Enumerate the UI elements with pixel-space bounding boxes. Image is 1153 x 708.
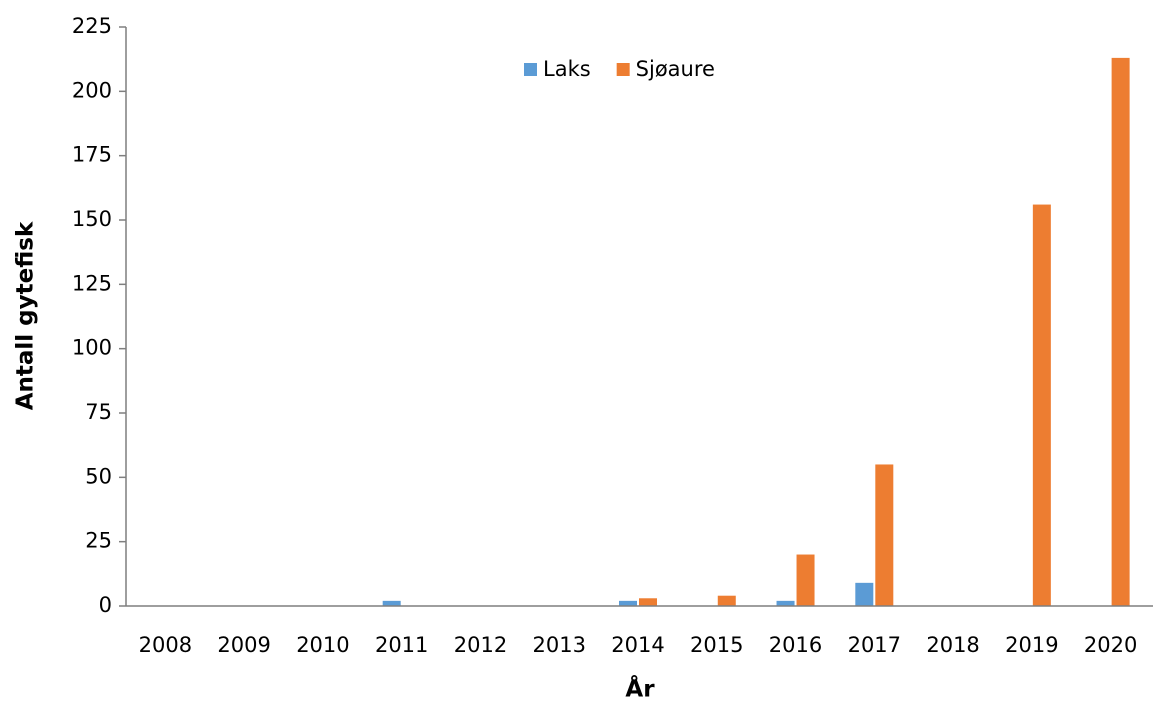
- y-tick-label: 25: [85, 529, 112, 553]
- x-tick-label: 2009: [217, 633, 270, 657]
- x-tick-label: 2012: [454, 633, 507, 657]
- bar: [875, 464, 894, 606]
- x-tick-label: 2008: [139, 633, 192, 657]
- y-tick-label: 100: [72, 336, 112, 360]
- x-tick-label: 2015: [690, 633, 743, 657]
- bar: [619, 600, 637, 606]
- x-tick-label: 2017: [848, 633, 901, 657]
- y-axis-title: Antall gytefisk: [13, 221, 39, 410]
- y-tick-label: 125: [72, 271, 112, 295]
- y-tick-label: 0: [99, 593, 112, 617]
- legend-label: Laks: [543, 57, 591, 81]
- x-tick-label: 2011: [375, 633, 428, 657]
- bar: [1111, 57, 1130, 606]
- bar: [776, 600, 795, 606]
- x-tick-label: 2013: [533, 633, 586, 657]
- y-tick-label: 50: [85, 464, 112, 488]
- y-tick-label: 150: [72, 207, 112, 231]
- y-tick-label: 75: [85, 400, 112, 424]
- bar: [855, 582, 874, 606]
- y-tick-label: 175: [72, 143, 112, 167]
- x-tick-label: 2010: [296, 633, 349, 657]
- x-tick-label: 2020: [1084, 633, 1137, 657]
- bar: [382, 600, 401, 606]
- legend-swatch: [524, 63, 537, 76]
- legend-swatch: [616, 63, 630, 76]
- bar: [717, 595, 736, 606]
- x-tick-label: 2018: [926, 633, 979, 657]
- x-axis-title: År: [625, 675, 655, 703]
- x-tick-label: 2016: [769, 633, 822, 657]
- x-tick-label: 2019: [1005, 633, 1058, 657]
- x-tick-label: 2014: [611, 633, 664, 657]
- y-tick-label: 225: [72, 14, 112, 38]
- y-tick-label: 200: [72, 78, 112, 102]
- bar: [1032, 204, 1051, 606]
- legend-label: Sjøaure: [636, 57, 715, 81]
- bar: [639, 598, 657, 606]
- bar: [796, 554, 815, 606]
